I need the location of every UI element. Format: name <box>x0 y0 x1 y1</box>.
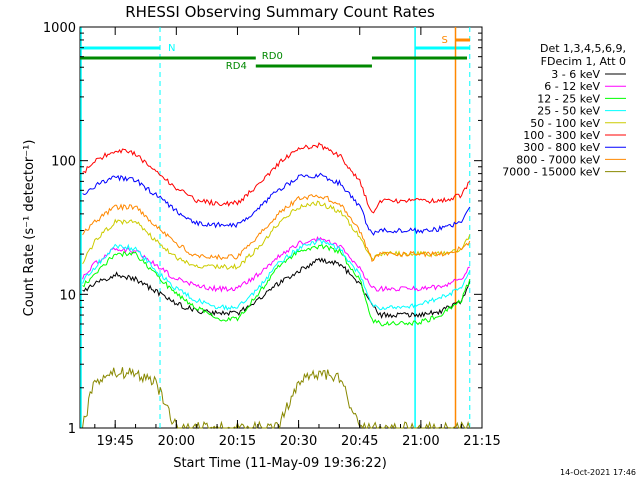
legend-label-4: 25 - 50 keV <box>537 105 600 118</box>
y-ticks: 1 10 100 1000 <box>43 21 482 437</box>
series-line-2 <box>82 236 470 293</box>
legend-label-9: 7000 - 15000 keV <box>502 166 600 179</box>
x-ticks: 19:45 20:00 20:15 20:30 20:45 21:00 21:15 <box>94 27 501 449</box>
x-tick-label: 20:30 <box>280 434 317 449</box>
legend-label-8: 800 - 7000 keV <box>516 153 600 166</box>
legend-label-3: 12 - 25 keV <box>537 92 600 105</box>
saa-label: S <box>442 35 448 46</box>
y-tick-label: 1000 <box>43 21 76 36</box>
annotation-layer: N S RD0 RD4 <box>80 27 471 428</box>
series-line-4 <box>82 238 471 311</box>
x-tick-label: 21:15 <box>463 434 500 449</box>
x-tick-label: 19:45 <box>96 434 133 449</box>
y-tick-label: 1 <box>68 422 76 437</box>
y-tick-label: 10 <box>59 288 76 303</box>
series-line-9 <box>82 367 471 430</box>
legend-label-6: 100 - 300 keV <box>523 129 600 142</box>
x-tick-label: 21:00 <box>402 434 439 449</box>
series-layer <box>82 142 471 430</box>
x-axis-label: Start Time (11-May-09 19:36:22) <box>173 456 387 471</box>
chart-title: RHESSI Observing Summary Count Rates <box>125 3 435 21</box>
legend-header-line-1: Det 1,3,4,5,6,9, <box>540 42 626 55</box>
x-tick-label: 20:00 <box>158 434 195 449</box>
x-tick-label: 20:15 <box>219 434 256 449</box>
legend-label-2: 6 - 12 keV <box>544 80 600 93</box>
series-line-7 <box>82 172 471 236</box>
legend-label-5: 50 - 100 keV <box>530 117 600 130</box>
night-label: N <box>168 43 175 54</box>
legend-label-7: 300 - 800 keV <box>523 141 600 154</box>
legend-header-line-2: FDecim 1, Att 0 <box>541 55 626 68</box>
rd4-label: RD4 <box>226 61 247 72</box>
legend-label-1: 3 - 6 keV <box>551 68 600 81</box>
legend: Det 1,3,4,5,6,9, FDecim 1, Att 0 3 - 6 k… <box>502 42 626 179</box>
series-line-6 <box>82 142 471 214</box>
x-tick-label: 20:45 <box>341 434 378 449</box>
series-line-1 <box>82 257 471 320</box>
y-axis-label: Count Rate (s⁻¹ detector⁻¹) <box>22 140 37 317</box>
rd0-label: RD0 <box>262 51 283 62</box>
series-line-3 <box>82 243 471 327</box>
plot-area: N S RD0 RD4 1 10 100 1000 19:45 20:00 20:15 20:30… <box>43 21 501 449</box>
series-line-8 <box>82 194 471 262</box>
plot-frame <box>79 26 483 429</box>
footer-date: 14-Oct-2021 17:46 <box>560 468 636 477</box>
y-tick-label: 100 <box>51 155 76 170</box>
